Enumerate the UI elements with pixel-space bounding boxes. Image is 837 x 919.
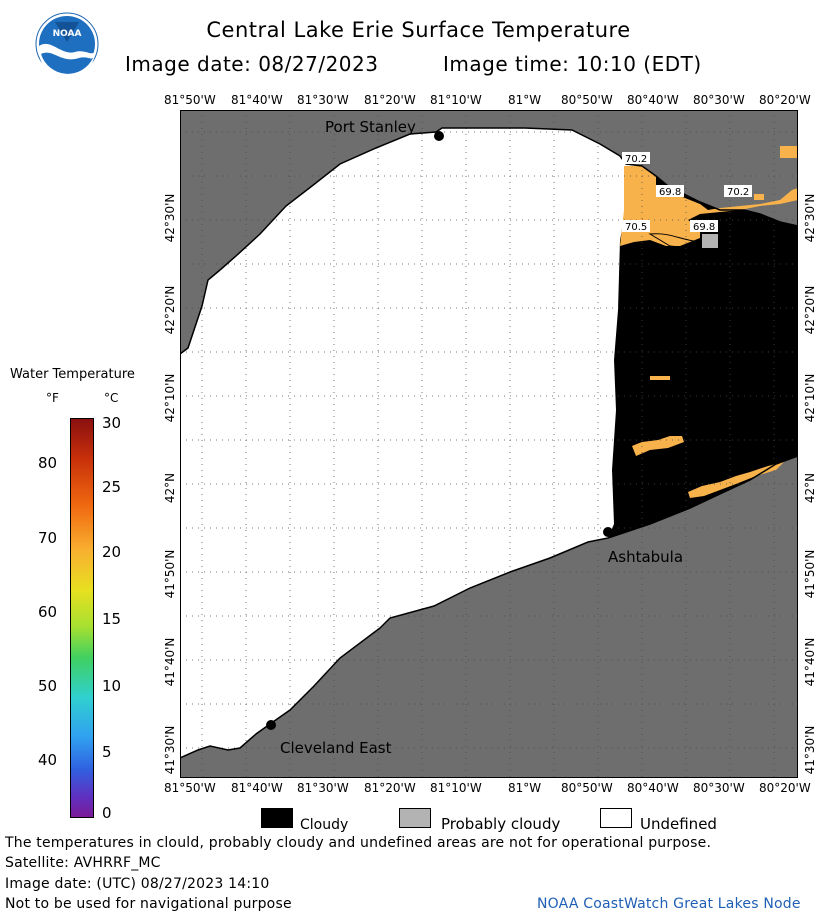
f-tick-40: 40 — [38, 751, 58, 769]
c-tick-30: 30 — [102, 414, 122, 432]
lon-label-bottom-9: 80°20'W — [759, 781, 811, 795]
c-tick-25: 25 — [102, 478, 122, 496]
noaa-logo-icon: NOAA — [35, 12, 99, 79]
colorbar-title: Water Temperature — [10, 367, 135, 382]
lon-label-bottom-6: 80°50'W — [561, 781, 613, 795]
lat-label-right-4: 41°50'N — [803, 550, 817, 599]
c-tick-5: 5 — [102, 743, 112, 761]
port-stanley-label: Port Stanley — [325, 118, 416, 136]
lat-label-right-5: 41°40'N — [803, 638, 817, 687]
colorbar — [70, 418, 94, 818]
lat-label-left-3: 42°N — [163, 473, 177, 503]
lon-label-bottom-2: 81°30'W — [297, 781, 349, 795]
image-time: Image time: 10:10 (EDT) — [443, 52, 702, 76]
colorbar-f-unit: °F — [46, 391, 59, 405]
lon-label-top-0: 81°50'W — [164, 93, 216, 107]
lat-label-left-6: 41°30'N — [163, 726, 177, 775]
lat-label-right-0: 42°30'N — [803, 194, 817, 243]
credit: NOAA CoastWatch Great Lakes Node — [537, 896, 801, 912]
colorbar-c-unit: °C — [104, 391, 119, 405]
lat-label-right-2: 42°10'N — [803, 374, 817, 423]
utc-date: Image date: (UTC) 08/27/2023 14:10 — [5, 876, 270, 892]
lon-label-bottom-4: 81°10'W — [430, 781, 482, 795]
lat-labels-right: 42°30'N 42°20'N 42°10'N 42°N 41°50'N 41°… — [803, 194, 817, 775]
image-date: Image date: 08/27/2023 — [125, 52, 379, 76]
legend-probably-cloudy-swatch — [399, 808, 431, 828]
disclaimer: The temperatures in clould, probably clo… — [5, 835, 712, 851]
port-stanley-marker — [434, 131, 444, 141]
lake-erie-map[interactable]: Port Stanley Ashtabula Cleveland East 70… — [180, 110, 798, 778]
lat-label-left-5: 41°40'N — [163, 638, 177, 687]
isotherm — [648, 233, 702, 249]
lon-label-bottom-0: 81°50'W — [164, 781, 216, 795]
temp-labels: 70.2 69.8 70.2 70.5 69.8 — [622, 152, 752, 233]
c-tick-10: 10 — [102, 677, 122, 695]
lat-label-left-1: 42°20'N — [163, 286, 177, 335]
cleveland-east-label: Cleveland East — [280, 739, 392, 757]
f-tick-80: 80 — [38, 454, 58, 472]
lon-label-bottom-8: 80°30'W — [693, 781, 745, 795]
lon-label-top-2: 81°30'W — [297, 93, 349, 107]
f-tick-70: 70 — [38, 529, 58, 547]
lon-label-top-5: 81°W — [508, 93, 542, 107]
temp-label-1: 69.8 — [659, 187, 681, 198]
legend-cloudy-label: Cloudy — [300, 817, 349, 833]
shoreline — [180, 127, 798, 355]
lon-label-top-9: 80°20'W — [759, 93, 811, 107]
lat-label-left-2: 42°10'N — [163, 374, 177, 423]
lat-label-left-0: 42°30'N — [163, 194, 177, 243]
lon-label-top-1: 81°40'W — [231, 93, 283, 107]
temp-label-4: 69.8 — [693, 222, 715, 233]
temp-label-3: 70.5 — [625, 222, 647, 233]
legend-undefined-label: Undefined — [640, 815, 717, 833]
lat-label-right-1: 42°20'N — [803, 286, 817, 335]
c-tick-15: 15 — [102, 610, 122, 628]
ashtabula-marker — [603, 527, 613, 537]
lon-label-top-3: 81°20'W — [364, 93, 416, 107]
noaa-logo: NOAA — [35, 12, 99, 79]
f-tick-50: 50 — [38, 677, 58, 695]
lon-label-bottom-5: 81°W — [508, 781, 542, 795]
legend-probably-cloudy-label: Probably cloudy — [441, 815, 561, 833]
legend-cloudy-swatch — [261, 808, 293, 828]
c-tick-0: 0 — [102, 804, 112, 822]
lat-labels: 42°30'N 42°20'N 42°10'N 42°N 41°50'N 41°… — [163, 194, 177, 775]
legend-undefined-swatch — [600, 808, 632, 828]
lat-label-right-6: 41°30'N — [803, 726, 817, 775]
f-tick-60: 60 — [38, 603, 58, 621]
cleveland-east-marker — [266, 720, 276, 730]
lat-label-left-4: 41°50'N — [163, 550, 177, 599]
page-title: Central Lake Erie Surface Temperature — [206, 18, 631, 42]
graticule — [180, 110, 798, 778]
c-tick-20: 20 — [102, 543, 122, 561]
lon-label-top-8: 80°30'W — [693, 93, 745, 107]
nav-warning: Not to be used for navigational purpose — [5, 896, 292, 912]
lon-label-top-4: 81°10'W — [430, 93, 482, 107]
temp-label-2: 70.2 — [727, 187, 749, 198]
lon-label-top-6: 80°50'W — [561, 93, 613, 107]
lon-label-bottom-7: 80°40'W — [627, 781, 679, 795]
lon-label-bottom-3: 81°20'W — [364, 781, 416, 795]
temp-label-0: 70.2 — [625, 154, 647, 165]
land-detail — [740, 110, 798, 168]
satellite: Satellite: AVHRRF_MC — [5, 855, 161, 871]
lon-label-top-7: 80°40'W — [627, 93, 679, 107]
probably-cloudy-patch — [702, 234, 718, 248]
lat-label-right-3: 42°N — [803, 473, 817, 503]
warm-water-patches — [620, 146, 798, 498]
lon-label-bottom-1: 81°40'W — [231, 781, 283, 795]
ashtabula-label: Ashtabula — [608, 548, 683, 566]
svg-text:NOAA: NOAA — [53, 29, 82, 39]
map-frame — [180, 110, 798, 778]
south-shoreline — [180, 455, 798, 759]
